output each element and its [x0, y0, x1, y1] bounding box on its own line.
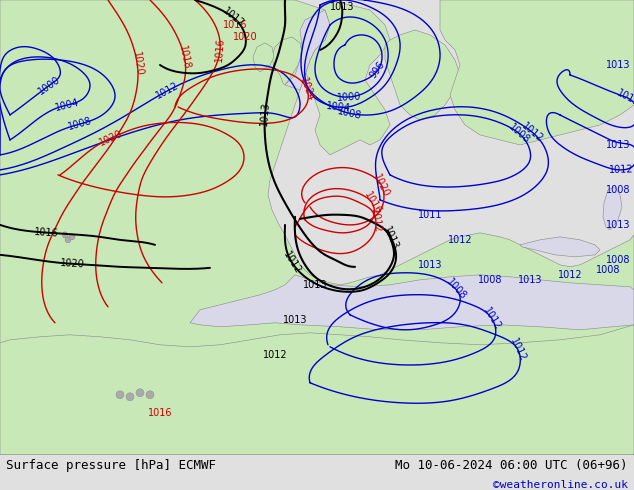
Polygon shape [305, 0, 390, 155]
Text: 1004: 1004 [55, 97, 81, 113]
Text: 1004: 1004 [325, 101, 351, 113]
Circle shape [62, 232, 68, 238]
Text: 1013: 1013 [259, 101, 271, 126]
Text: 1020: 1020 [233, 32, 257, 42]
Text: 1008: 1008 [67, 116, 93, 132]
Polygon shape [272, 37, 302, 85]
Text: 1013: 1013 [605, 220, 630, 230]
Text: 1012: 1012 [281, 249, 303, 275]
Text: 1013: 1013 [330, 2, 354, 12]
Text: 1000: 1000 [337, 91, 361, 103]
Text: 1020: 1020 [98, 128, 124, 148]
Text: 1018: 1018 [178, 45, 192, 71]
Text: 1008: 1008 [478, 275, 502, 285]
Text: 1016: 1016 [223, 20, 247, 30]
Text: 1012: 1012 [508, 337, 528, 364]
Polygon shape [0, 0, 80, 45]
Circle shape [136, 389, 144, 397]
Text: 1012: 1012 [448, 235, 472, 245]
Text: 1013: 1013 [605, 60, 630, 70]
Text: 1013: 1013 [615, 88, 634, 108]
Text: 1008: 1008 [337, 106, 363, 121]
Polygon shape [285, 10, 330, 90]
Polygon shape [0, 325, 634, 455]
Polygon shape [253, 43, 274, 72]
Text: 1016: 1016 [214, 37, 226, 62]
Text: 1013: 1013 [605, 140, 630, 150]
Text: 1012: 1012 [519, 121, 545, 144]
Text: 1011: 1011 [418, 210, 443, 220]
Circle shape [65, 237, 71, 243]
Text: 1012: 1012 [609, 165, 634, 175]
Text: 1012: 1012 [262, 350, 287, 360]
Text: 1008: 1008 [605, 255, 630, 265]
Text: 1020: 1020 [60, 258, 86, 270]
Text: 1008: 1008 [605, 185, 630, 195]
Text: 1008: 1008 [507, 122, 532, 146]
Circle shape [126, 393, 134, 401]
Text: 1013: 1013 [418, 260, 443, 270]
Text: 1012: 1012 [221, 6, 246, 29]
Text: 1016: 1016 [34, 227, 58, 239]
Circle shape [69, 234, 75, 240]
Circle shape [146, 391, 154, 399]
Text: 1016: 1016 [362, 190, 383, 217]
Text: Surface pressure [hPa] ECMWF: Surface pressure [hPa] ECMWF [6, 459, 216, 472]
Text: 1013: 1013 [380, 224, 399, 251]
Text: 1000: 1000 [36, 74, 62, 97]
Text: 1013: 1013 [283, 315, 307, 325]
Text: 1013: 1013 [518, 275, 542, 285]
Polygon shape [0, 0, 634, 455]
Polygon shape [190, 275, 634, 330]
Text: 1020: 1020 [131, 51, 144, 77]
Polygon shape [603, 187, 622, 230]
Text: Mo 10-06-2024 06:00 UTC (06+96): Mo 10-06-2024 06:00 UTC (06+96) [395, 459, 628, 472]
Polygon shape [175, 15, 225, 37]
Text: 1013: 1013 [303, 280, 327, 290]
Text: 1012: 1012 [558, 270, 582, 280]
Text: 1020: 1020 [372, 172, 391, 198]
Text: 1024: 1024 [299, 76, 316, 103]
Text: 1016: 1016 [148, 408, 172, 418]
Text: 1012: 1012 [370, 208, 382, 233]
Text: 1008: 1008 [444, 277, 468, 302]
Polygon shape [385, 30, 460, 120]
Text: 996: 996 [368, 60, 387, 81]
Text: 1012: 1012 [481, 306, 503, 332]
Circle shape [116, 391, 124, 399]
Polygon shape [520, 237, 600, 257]
Text: ©weatheronline.co.uk: ©weatheronline.co.uk [493, 480, 628, 490]
Text: 1008: 1008 [596, 265, 620, 275]
Text: 1012: 1012 [154, 81, 180, 101]
Polygon shape [440, 0, 634, 145]
